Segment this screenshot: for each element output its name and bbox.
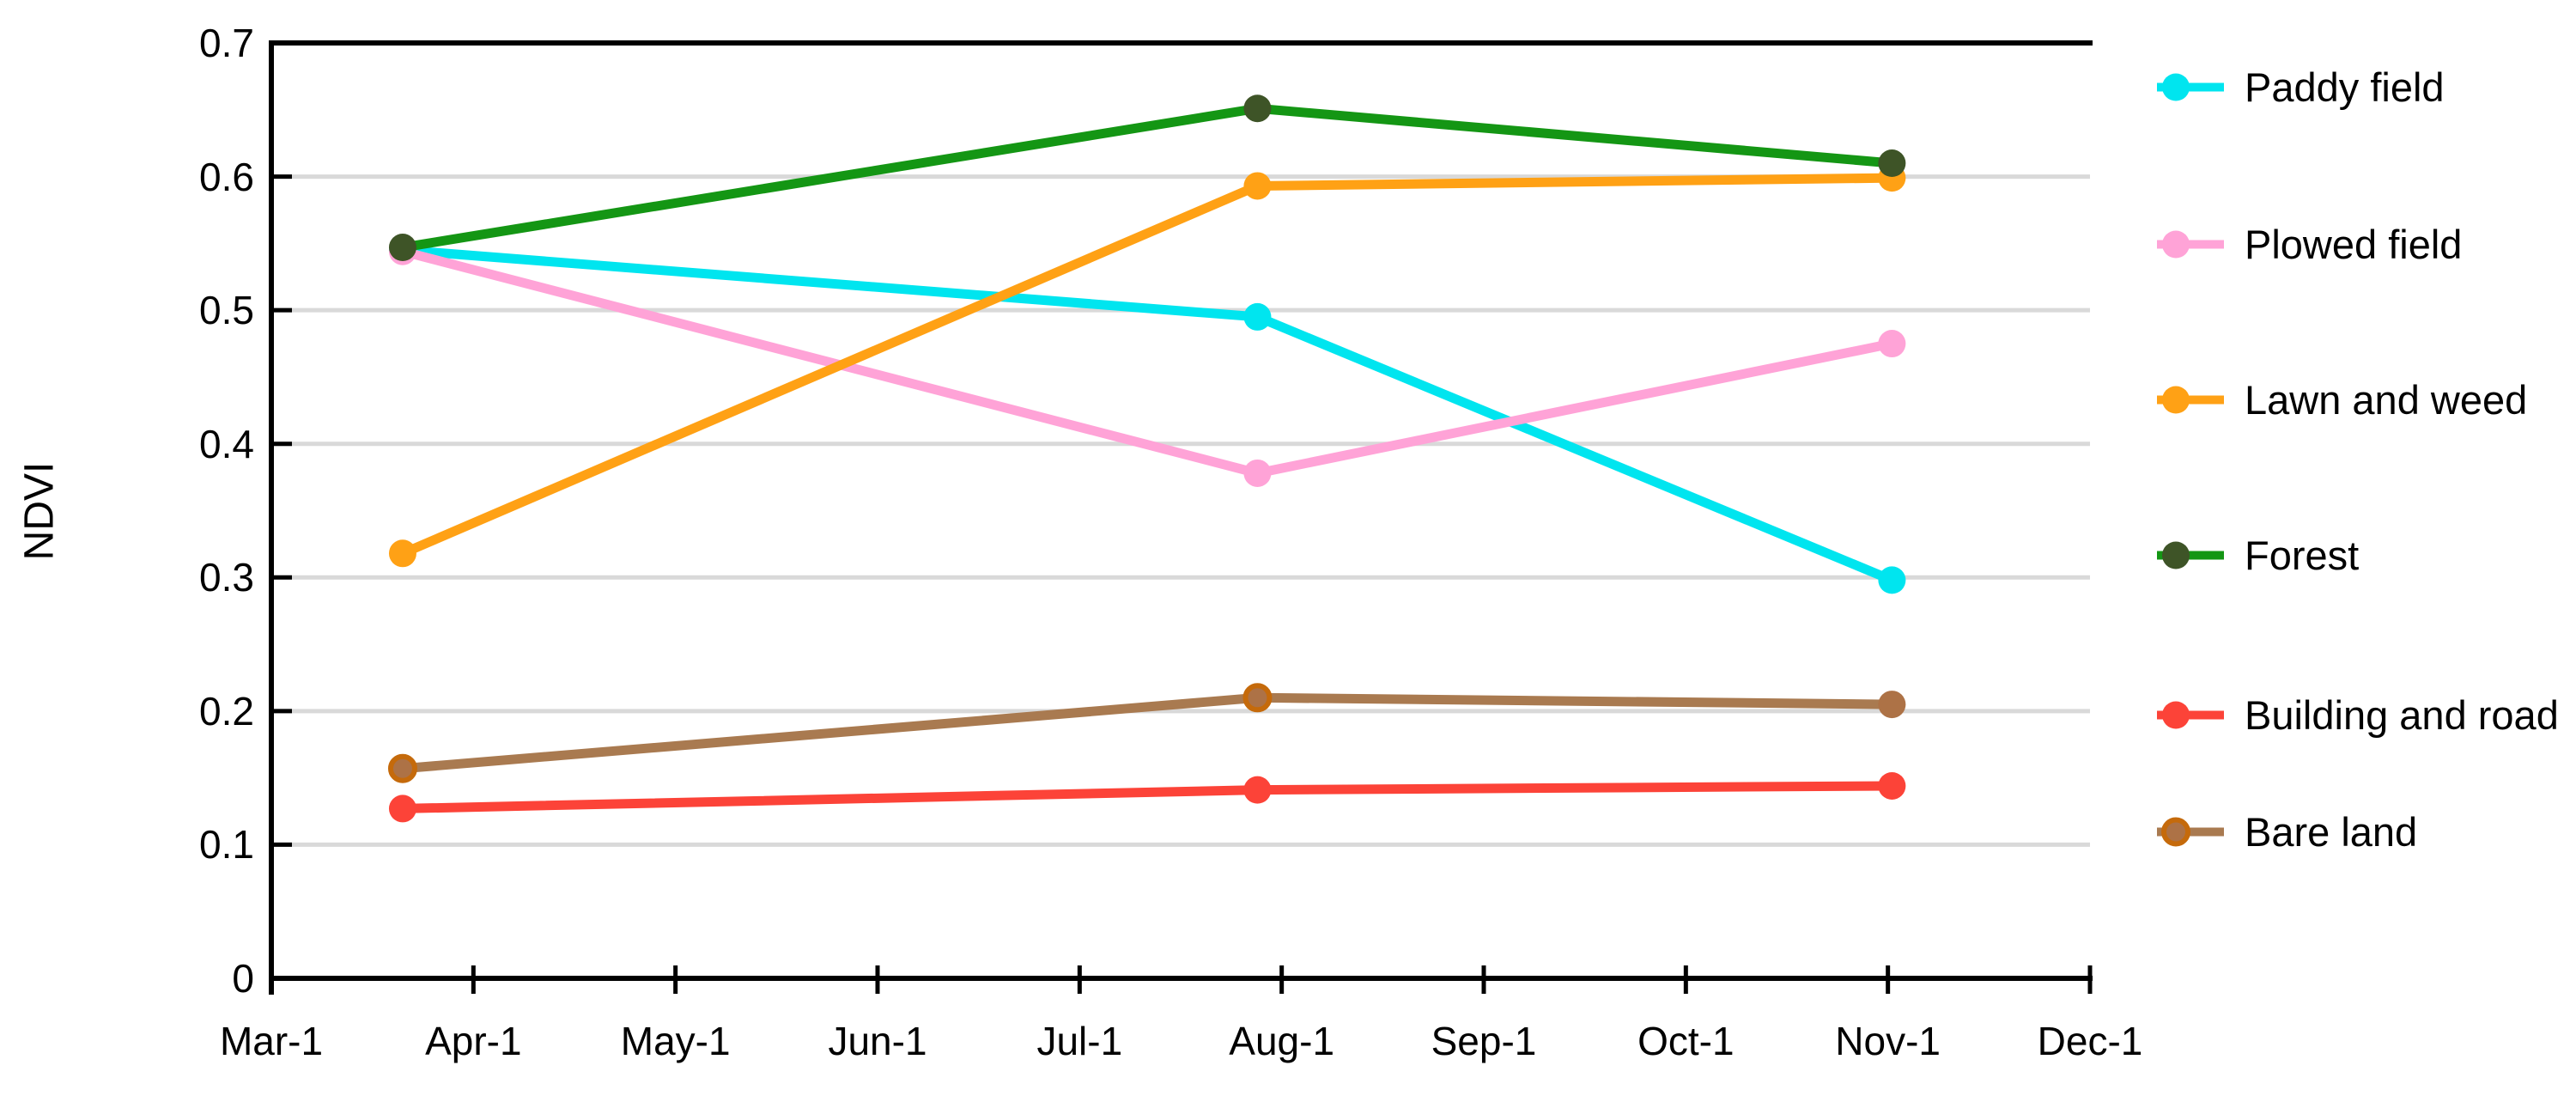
legend-key-plowed-field: [2157, 230, 2224, 258]
legend-key-bare-land: [2157, 817, 2224, 846]
legend-item-forest: Forest: [2157, 528, 2562, 582]
legend-key-building-and-road: [2157, 701, 2224, 728]
series-marker-building-and-road: [1878, 771, 1906, 800]
legend-key-marker-building-and-road: [2162, 701, 2190, 728]
x-tick-label-sep-1: Sep-1: [1431, 1019, 1537, 1063]
legend-key-lawn-and-weed: [2157, 386, 2224, 413]
legend-item-plowed-field: Plowed field: [2157, 217, 2562, 271]
x-tick-label-dec-1: Dec-1: [2037, 1019, 2143, 1063]
legend-key-marker-lawn-and-weed: [2162, 386, 2190, 413]
x-tick-label-apr-1: Apr-1: [425, 1019, 522, 1063]
series-line-bare-land: [398, 692, 1897, 774]
series-marker-paddy-field: [1243, 302, 1272, 331]
y-tick-label-0.6: 0.6: [199, 154, 254, 199]
series-marker-paddy-field: [1878, 566, 1906, 594]
series-marker-forest: [1878, 149, 1906, 178]
legend-item-bare-land: Bare land: [2157, 805, 2562, 859]
legend-key-marker-forest: [2162, 541, 2190, 569]
series-marker-bare-land: [1242, 683, 1273, 713]
series-line-building-and-road: [398, 781, 1897, 813]
y-tick-label-0.5: 0.5: [199, 288, 254, 333]
legend-label-building-and-road: Building and road: [2245, 691, 2559, 738]
y-tick-label-0.3: 0.3: [199, 555, 254, 600]
x-tick-label-oct-1: Oct-1: [1637, 1019, 1735, 1063]
series-line-lawn-and-weed: [398, 173, 1897, 558]
x-tick-label-jul-1: Jul-1: [1036, 1019, 1123, 1063]
series-line-plowed-field: [398, 247, 1897, 478]
legend-label-paddy-field: Paddy field: [2245, 64, 2445, 110]
legend-key-paddy-field: [2157, 73, 2224, 100]
legend-key-marker-plowed-field: [2162, 230, 2190, 258]
series-marker-lawn-and-weed: [388, 539, 416, 568]
x-tick-label-aug-1: Aug-1: [1229, 1019, 1335, 1063]
legend-label-bare-land: Bare land: [2245, 808, 2418, 855]
series-marker-lawn-and-weed: [1243, 172, 1272, 200]
legend-item-building-and-road: Building and road: [2157, 688, 2562, 742]
series-marker-building-and-road: [1243, 776, 1272, 804]
legend-item-paddy-field: Paddy field: [2157, 60, 2562, 114]
x-tick-label-jun-1: Jun-1: [828, 1019, 927, 1063]
series-marker-bare-land: [1878, 691, 1906, 719]
x-tick-label-mar-1: Mar-1: [219, 1019, 324, 1063]
y-axis-title: NDVI: [16, 461, 63, 561]
legend-label-forest: Forest: [2245, 532, 2360, 578]
legend-key-marker-paddy-field: [2162, 73, 2190, 100]
legend-item-lawn-and-weed: Lawn and weed: [2157, 373, 2562, 427]
legend-label-plowed-field: Plowed field: [2245, 221, 2463, 267]
series-line-paddy-field: [398, 245, 1897, 585]
y-tick-label-0.7: 0.7: [199, 21, 254, 65]
series-marker-building-and-road: [388, 795, 416, 823]
y-tick-label-0.2: 0.2: [199, 688, 254, 734]
legend-label-lawn-and-weed: Lawn and weed: [2245, 376, 2528, 423]
y-tick-label-0: 0: [232, 956, 254, 1001]
x-tick-label-nov-1: Nov-1: [1835, 1019, 1941, 1063]
y-tick-label-0.1: 0.1: [199, 822, 254, 868]
series-marker-forest: [388, 234, 416, 262]
legend-key-marker-bare-land: [2161, 817, 2190, 846]
legend-key-forest: [2157, 541, 2224, 569]
series-marker-plowed-field: [1878, 330, 1906, 358]
y-tick-label-0.4: 0.4: [199, 421, 254, 466]
series-marker-bare-land: [387, 753, 417, 783]
series-marker-forest: [1243, 94, 1272, 123]
series-marker-plowed-field: [1243, 459, 1272, 487]
x-tick-label-may-1: May-1: [620, 1019, 731, 1063]
